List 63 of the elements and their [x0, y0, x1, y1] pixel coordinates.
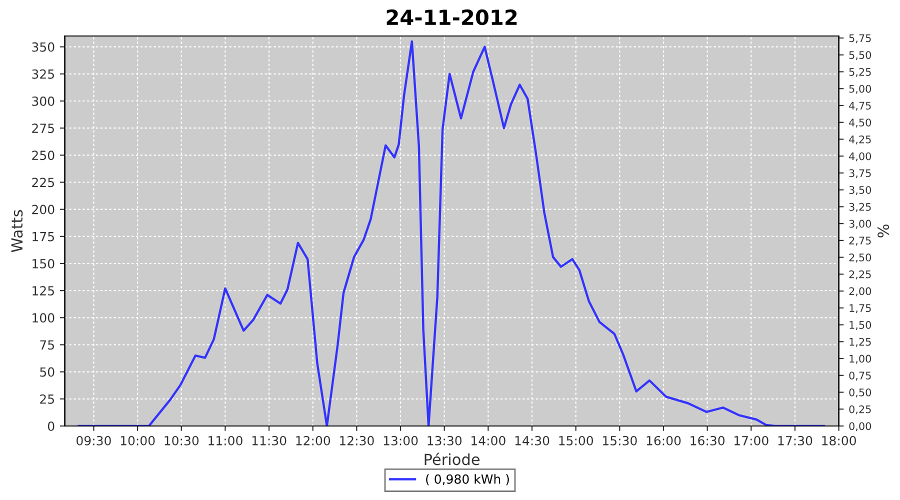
y2-tick-label: 5,00: [849, 84, 872, 94]
y-axis-title: Watts: [11, 210, 23, 252]
x-tick-label: 13:00: [384, 436, 418, 446]
y2-tick-label: 4,00: [849, 152, 872, 162]
y-tick-label: 25: [40, 394, 54, 404]
y-tick-label: 350: [32, 42, 54, 52]
x-tick-label: 10:30: [164, 436, 199, 446]
x-tick-label: 16:00: [646, 436, 681, 446]
x-tick-label: 12:00: [296, 436, 330, 446]
x-tick-label: 10:00: [120, 436, 155, 446]
y2-tick-label: 2,50: [849, 254, 872, 262]
y-tick-label: 100: [32, 313, 54, 323]
y2-tick-label: 1,00: [850, 354, 872, 364]
y-tick-label: 75: [40, 340, 54, 350]
y2-tick-label: 0,00: [849, 422, 872, 432]
y2-tick-label: 0,25: [849, 405, 871, 414]
x-tick-label: 17:00: [734, 436, 768, 446]
y-tick-label: 225: [32, 178, 54, 188]
y2-tick-label: 1,50: [850, 321, 872, 330]
y-tick-label: 325: [32, 69, 54, 79]
y-tick-label: 150: [32, 258, 54, 268]
y2-tick-label: 3,00: [849, 220, 872, 229]
x-tick-label: 13:30: [428, 436, 462, 446]
x-tick-label: 11:30: [252, 436, 286, 446]
y2-tick-label: 5,75: [849, 34, 871, 44]
y2-tick-label: 4,25: [849, 135, 871, 144]
y-tick-label: 200: [32, 204, 54, 214]
y-tick-label: 50: [40, 367, 54, 377]
x-tick-label: 11:00: [208, 436, 242, 446]
x-tick-label: 14:30: [515, 436, 550, 446]
y2-tick-label: 3,75: [849, 169, 871, 178]
x-tick-label: 15:00: [559, 436, 594, 446]
y2-tick-label: 5,50: [849, 51, 872, 60]
y2-tick-label: 4,75: [849, 102, 871, 111]
y2-tick-label: 0,50: [849, 388, 872, 398]
y-tick-label: 275: [32, 124, 54, 134]
y2-tick-label: 3,25: [849, 202, 871, 212]
chart-title: 24-11-2012: [386, 9, 517, 26]
y-tick-label: 175: [32, 232, 54, 242]
y-tick-label: 0: [48, 421, 54, 431]
y2-axis-title: %: [878, 224, 890, 238]
x-tick-label: 17:30: [778, 436, 812, 446]
y2-tick-label: 1,75: [850, 304, 871, 314]
y2-tick-label: 3,50: [849, 186, 872, 196]
y2-tick-label: 2,25: [849, 270, 871, 280]
x-tick-label: 16:30: [690, 436, 724, 446]
x-tick-label: 14:00: [472, 436, 506, 446]
x-tick-label: 12:30: [340, 436, 374, 446]
line-series: [78, 40, 826, 426]
x-tick-label: 09:30: [76, 436, 111, 446]
y2-tick-label: 5,25: [849, 68, 871, 77]
y2-tick-label: 2,75: [849, 236, 871, 246]
y2-tick-label: 1,25: [850, 338, 871, 347]
x-axis-title: Période: [424, 452, 480, 466]
y2-tick-label: 0,75: [849, 372, 871, 381]
y2-tick-label: 4,50: [849, 118, 872, 128]
y-tick-label: 300: [32, 96, 54, 106]
y-tick-label: 250: [32, 150, 54, 160]
y-tick-label: 125: [32, 286, 54, 296]
x-tick-label: 18:00: [822, 436, 856, 446]
legend-label: ( 0,980 kWh ): [426, 474, 509, 486]
x-tick-label: 15:30: [603, 436, 637, 446]
y2-tick-label: 2,00: [849, 287, 872, 296]
